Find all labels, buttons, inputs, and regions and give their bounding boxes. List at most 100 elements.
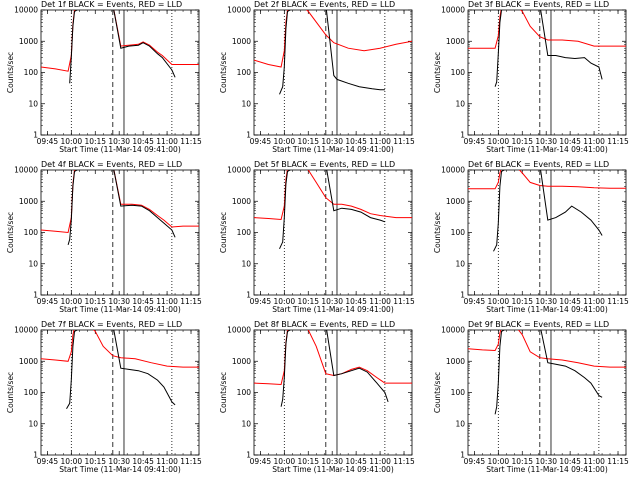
y-tick-label: 10 [455, 99, 465, 108]
series-lld-line [468, 170, 626, 190]
series-lld-line [41, 330, 199, 368]
y-tick-label: 1000 [19, 357, 38, 366]
x-tick-label: 11:15 [607, 457, 629, 466]
y-axis-label: Counts/sec [219, 212, 228, 253]
x-tick-label: 10:00 [488, 297, 510, 306]
panel-det-6f: Det 6f BLACK = Events, RED = LLD 1 10 100 10… [433, 160, 629, 314]
y-axis-label: Counts/sec [6, 372, 15, 413]
y-tick-label: 1 [246, 131, 251, 140]
y-tick-label: 100 [24, 388, 39, 397]
x-tick-label: 10:15 [511, 137, 533, 146]
y-tick-label: 1 [33, 291, 38, 300]
panel-det-7f: Det 7f BLACK = Events, RED = LLD 1 10 100 10… [6, 320, 202, 474]
y-axis-label: Counts/sec [219, 372, 228, 413]
x-tick-label: 09:45 [37, 457, 59, 466]
x-tick-label: 11:00 [369, 297, 391, 306]
panel-title: Det 5f BLACK = Events, RED = LLD [254, 160, 395, 169]
y-tick-label: 10000 [227, 6, 251, 15]
x-tick-label: 10:30 [535, 297, 557, 306]
x-tick-label: 09:45 [37, 297, 59, 306]
y-tick-label: 100 [451, 228, 466, 237]
x-axis-label: Start Time (11-Mar-14 09:41:00) [272, 465, 394, 474]
y-tick-label: 10000 [441, 166, 465, 175]
panel-title: Det 2f BLACK = Events, RED = LLD [254, 0, 395, 9]
x-tick-label: 10:15 [511, 297, 533, 306]
y-tick-label: 100 [451, 68, 466, 77]
x-tick-label: 11:15 [393, 297, 415, 306]
x-tick-label: 09:45 [464, 457, 486, 466]
x-tick-label: 10:00 [61, 137, 83, 146]
x-tick-label: 10:00 [61, 457, 83, 466]
x-tick-label: 11:00 [156, 297, 178, 306]
x-tick-label: 09:45 [250, 457, 272, 466]
panel-title: Det 6f BLACK = Events, RED = LLD [468, 160, 609, 169]
y-tick-label: 1000 [232, 357, 251, 366]
x-axis-label: Start Time (11-Mar-14 09:41:00) [486, 305, 608, 314]
y-tick-label: 1000 [19, 197, 38, 206]
panel-det-2f: Det 2f BLACK = Events, RED = LLD 1 10 100 10… [219, 0, 415, 154]
y-axis-label: Counts/sec [6, 212, 15, 253]
panel-title: Det 3f BLACK = Events, RED = LLD [468, 0, 609, 9]
panel-title: Det 7f BLACK = Events, RED = LLD [41, 320, 182, 329]
x-tick-label: 10:45 [559, 457, 581, 466]
y-tick-label: 100 [451, 388, 466, 397]
x-tick-label: 09:45 [250, 137, 272, 146]
series-events-line [66, 330, 176, 410]
y-tick-label: 10 [455, 419, 465, 428]
series-events-line [279, 170, 386, 250]
x-tick-label: 10:15 [84, 457, 106, 466]
x-tick-label: 11:00 [156, 457, 178, 466]
x-tick-label: 11:15 [607, 137, 629, 146]
y-tick-label: 1 [460, 131, 465, 140]
y-axis-label: Counts/sec [433, 52, 442, 93]
x-tick-label: 11:15 [180, 457, 202, 466]
panel-det-9f: Det 9f BLACK = Events, RED = LLD 1 10 100 10… [433, 320, 629, 474]
y-tick-label: 10 [241, 419, 251, 428]
y-tick-label: 1000 [446, 357, 465, 366]
x-tick-label: 10:15 [297, 297, 319, 306]
panel-title: Det 1f BLACK = Events, RED = LLD [41, 0, 182, 9]
x-tick-label: 10:00 [274, 137, 296, 146]
series-lld-line [468, 10, 626, 49]
y-tick-label: 10 [455, 259, 465, 268]
x-tick-label: 10:30 [108, 137, 130, 146]
x-tick-label: 10:15 [84, 297, 106, 306]
y-tick-label: 10000 [14, 6, 38, 15]
y-tick-label: 100 [237, 388, 252, 397]
y-tick-label: 10 [28, 419, 38, 428]
x-tick-label: 11:00 [369, 457, 391, 466]
x-tick-label: 09:45 [250, 297, 272, 306]
y-axis-label: Counts/sec [6, 52, 15, 93]
series-events-line [67, 170, 176, 246]
x-tick-label: 10:15 [297, 457, 319, 466]
series-events-line [494, 10, 603, 87]
x-axis-label: Start Time (11-Mar-14 09:41:00) [59, 145, 181, 154]
x-tick-label: 10:45 [132, 297, 154, 306]
series-lld-line [254, 170, 412, 221]
y-tick-label: 10000 [14, 326, 38, 335]
y-tick-label: 100 [237, 68, 252, 77]
y-axis-label: Counts/sec [219, 52, 228, 93]
y-axis-label: Counts/sec [433, 212, 442, 253]
x-axis-label: Start Time (11-Mar-14 09:41:00) [272, 145, 394, 154]
x-axis-label: Start Time (11-Mar-14 09:41:00) [486, 145, 608, 154]
x-tick-label: 10:45 [345, 297, 367, 306]
panel-det-5f: Det 5f BLACK = Events, RED = LLD 1 10 100 10… [219, 160, 415, 314]
y-tick-label: 100 [237, 228, 252, 237]
series-lld-line [468, 330, 626, 368]
y-tick-label: 1000 [232, 37, 251, 46]
x-tick-label: 10:15 [297, 137, 319, 146]
x-axis-label: Start Time (11-Mar-14 09:41:00) [272, 305, 394, 314]
x-tick-label: 10:30 [321, 137, 343, 146]
x-tick-label: 11:15 [393, 457, 415, 466]
x-tick-label: 11:00 [369, 137, 391, 146]
x-tick-label: 11:15 [180, 137, 202, 146]
x-tick-label: 10:00 [274, 457, 296, 466]
x-axis-label: Start Time (11-Mar-14 09:41:00) [486, 465, 608, 474]
x-tick-label: 10:45 [559, 297, 581, 306]
x-tick-label: 11:15 [607, 297, 629, 306]
y-tick-label: 100 [24, 228, 39, 237]
x-tick-label: 11:15 [180, 297, 202, 306]
y-tick-label: 1 [33, 131, 38, 140]
